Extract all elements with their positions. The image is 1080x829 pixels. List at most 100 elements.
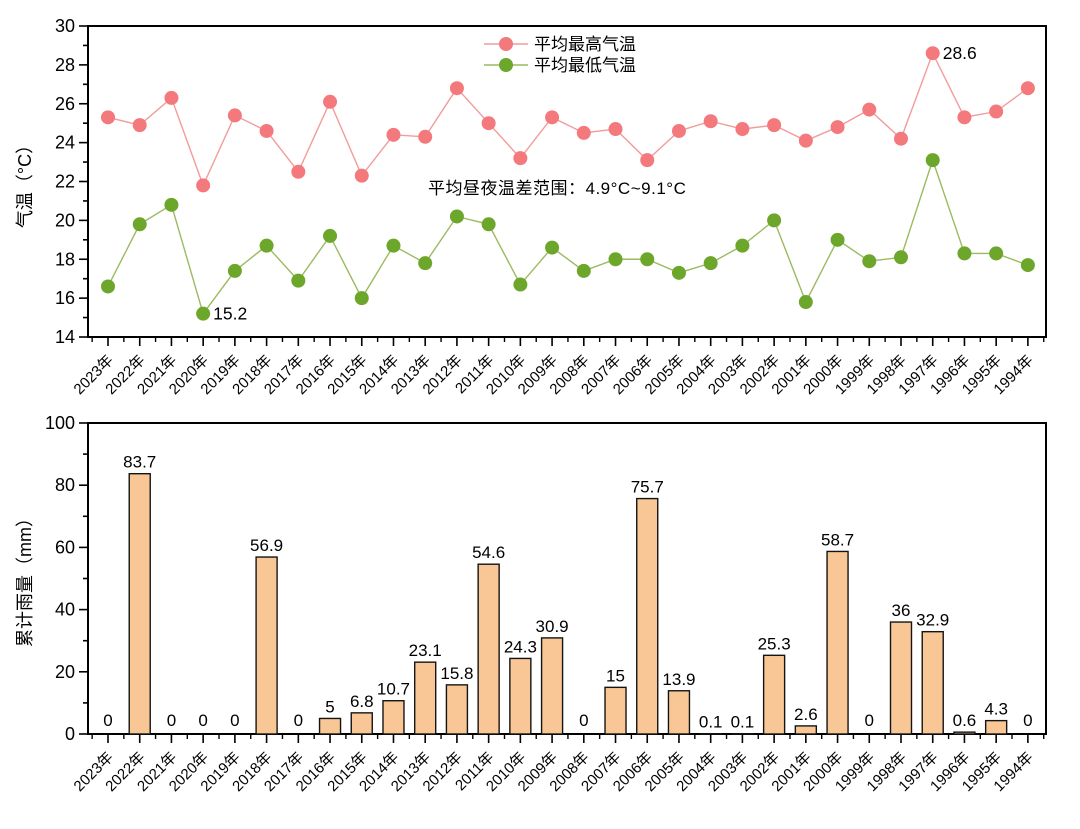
y-tick-label: 30 (55, 16, 75, 36)
bar-value-label: 0.1 (699, 713, 723, 732)
bar-value-label: 15 (606, 666, 625, 685)
bar-value-label: 56.9 (250, 536, 283, 555)
data-point (894, 131, 908, 146)
data-point (862, 102, 877, 117)
bar (350, 712, 373, 735)
data-point (259, 238, 274, 253)
bar-value-label: 0 (230, 711, 239, 730)
data-point (227, 263, 242, 278)
data-point (291, 164, 306, 179)
data-point (830, 232, 845, 247)
bar-value-label: 0 (167, 711, 176, 730)
bar (128, 472, 151, 735)
data-point (640, 153, 655, 168)
data-point (323, 94, 338, 109)
bar (477, 563, 500, 735)
legend-marker (499, 58, 513, 72)
legend-label: 平均最高气温 (534, 35, 636, 54)
bar-value-label: 5 (325, 697, 334, 716)
data-point (449, 81, 464, 96)
data-point (291, 273, 306, 288)
data-point (354, 291, 369, 306)
data-point (608, 122, 623, 137)
data-point (101, 279, 115, 294)
bar-value-label: 0 (198, 711, 207, 730)
data-point (671, 265, 686, 280)
data-point (164, 90, 179, 105)
y-tick-label: 22 (55, 172, 75, 192)
y-tick-label: 16 (55, 288, 75, 308)
data-point (830, 120, 845, 135)
data-point (767, 118, 782, 133)
data-point (227, 108, 242, 123)
data-point (354, 168, 369, 183)
y-tick-label: 100 (45, 413, 75, 433)
data-point (545, 240, 560, 255)
data-point (323, 228, 338, 243)
data-point (132, 217, 147, 232)
bar (921, 630, 944, 735)
bar-value-label: 75.7 (631, 478, 664, 497)
rainfall-y-axis-title: 累计雨量（mm） (15, 509, 35, 647)
bar-value-label: 0 (294, 711, 303, 730)
bar (255, 556, 278, 735)
point-value-label: 28.6 (943, 43, 977, 63)
bar (953, 731, 976, 735)
data-point (1020, 81, 1035, 96)
bar-value-label: 30.9 (536, 617, 569, 636)
point-value-label: 15.2 (213, 304, 247, 324)
bar-value-label: 83.7 (123, 453, 156, 472)
bar (382, 700, 405, 735)
y-tick-label: 24 (55, 133, 75, 153)
bar-value-label: 0.1 (731, 713, 755, 732)
bar-value-label: 25.3 (758, 634, 791, 653)
min-temp-series (101, 153, 1035, 321)
legend-label: 平均最低气温 (534, 56, 636, 75)
temperature-y-axis-title: 气温（°C） (15, 135, 35, 229)
data-point (196, 178, 211, 193)
y-tick-label: 20 (55, 210, 75, 230)
bar (984, 719, 1008, 735)
data-point (735, 122, 750, 137)
bar-value-label: 0 (579, 711, 588, 730)
data-point (1020, 258, 1035, 273)
data-point (481, 217, 496, 232)
bar-value-label: 0 (103, 711, 112, 730)
bar-value-label: 36 (892, 601, 911, 620)
bar (414, 661, 437, 735)
data-point (481, 116, 496, 131)
bar (318, 717, 342, 735)
data-point (259, 123, 274, 138)
data-point (513, 151, 528, 166)
bar (604, 686, 627, 735)
data-point (957, 246, 972, 261)
data-point (576, 125, 591, 140)
data-point (989, 246, 1004, 261)
y-tick-label: 60 (55, 537, 75, 557)
y-tick-label: 26 (55, 94, 75, 114)
y-tick-label: 80 (55, 475, 75, 495)
bar (762, 654, 786, 735)
data-point (703, 256, 718, 271)
data-point (386, 238, 401, 253)
temperature-range-annotation: 平均昼夜温差范围：4.9°C~9.1°C (428, 179, 687, 198)
bar (826, 550, 849, 735)
bar-value-label: 24.3 (504, 637, 537, 656)
data-point (196, 306, 211, 321)
y-tick-label: 0 (65, 724, 75, 744)
bar-value-label: 0.6 (953, 711, 977, 730)
bar (667, 690, 691, 735)
data-point (132, 118, 147, 133)
data-point (957, 110, 972, 125)
data-point (798, 295, 813, 310)
bar-value-label: 0 (1023, 711, 1032, 730)
data-point (449, 209, 464, 224)
bar-value-label: 58.7 (821, 530, 854, 549)
rainfall-bar-chart: 0204060801002023年2022年2021年2020年2019年201… (45, 413, 1047, 795)
data-point (925, 46, 940, 61)
y-tick-label: 28 (55, 55, 75, 75)
data-point (989, 104, 1004, 119)
